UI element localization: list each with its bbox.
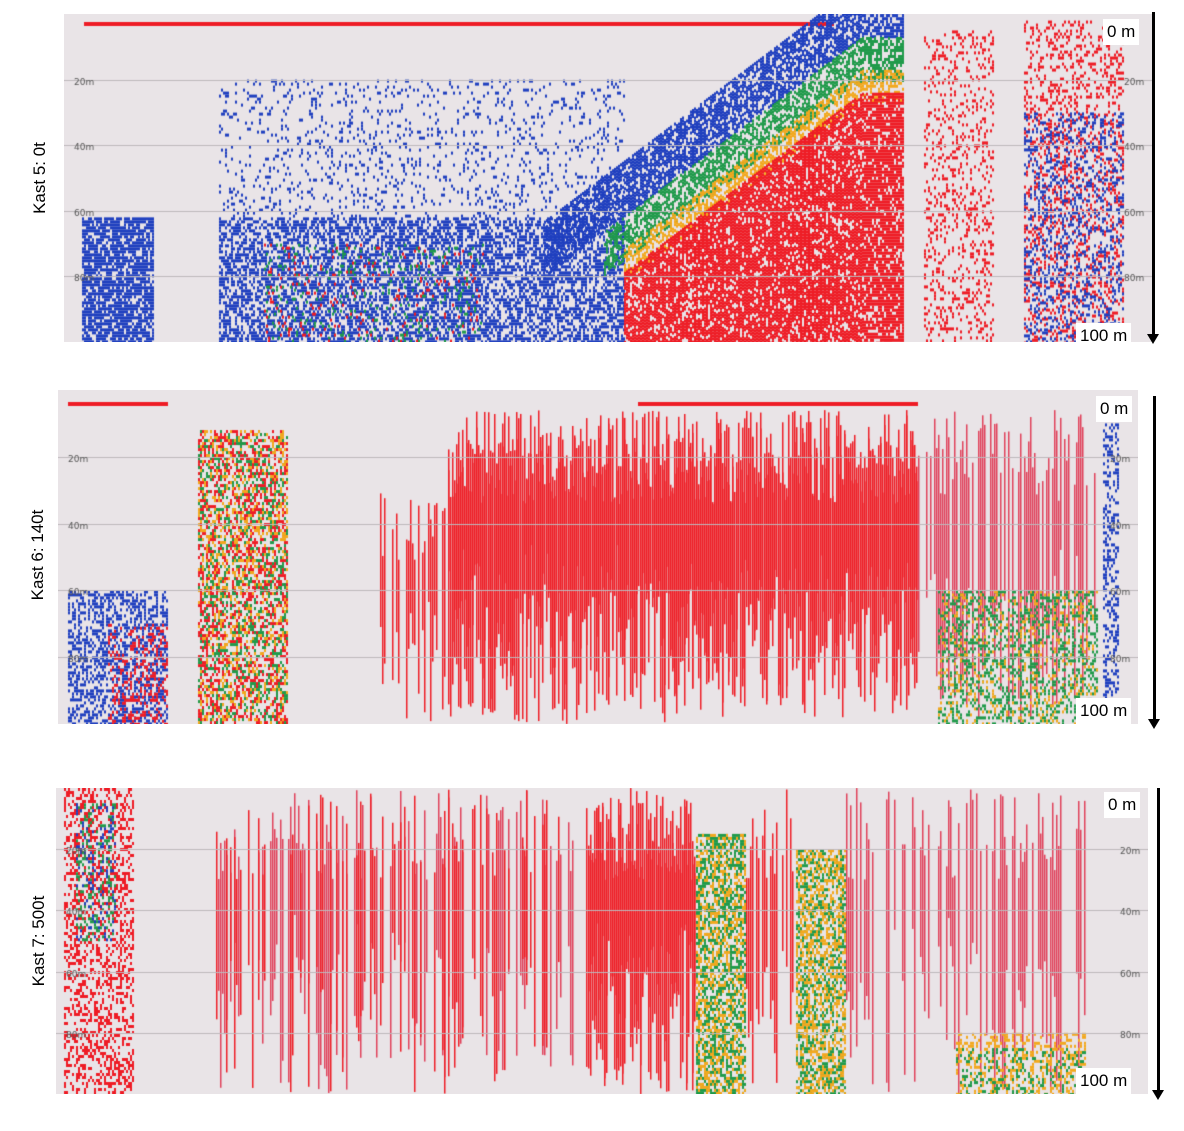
depth-axis-arrow bbox=[1148, 719, 1160, 729]
panel-label: Kast 5: 0t bbox=[30, 142, 49, 214]
panel-label: Kast 6: 140t bbox=[28, 509, 47, 601]
echogram bbox=[58, 390, 1138, 724]
depth-axis bbox=[1157, 788, 1160, 1092]
depth-axis bbox=[1153, 396, 1156, 721]
depth-top-label: 0 m bbox=[1104, 792, 1141, 818]
depth-axis-arrow bbox=[1152, 1090, 1164, 1100]
echogram bbox=[56, 788, 1148, 1094]
depth-bottom-label: 100 m bbox=[1076, 323, 1132, 349]
depth-top-label: 0 m bbox=[1096, 396, 1133, 422]
depth-bottom-label: 100 m bbox=[1076, 698, 1132, 724]
depth-bottom-label: 100 m bbox=[1076, 1068, 1132, 1094]
depth-top-label: 0 m bbox=[1103, 19, 1140, 45]
echogram bbox=[64, 14, 1152, 342]
depth-axis bbox=[1152, 12, 1155, 336]
panel-label: Kast 7: 500t bbox=[29, 895, 48, 987]
depth-axis-arrow bbox=[1147, 334, 1159, 344]
